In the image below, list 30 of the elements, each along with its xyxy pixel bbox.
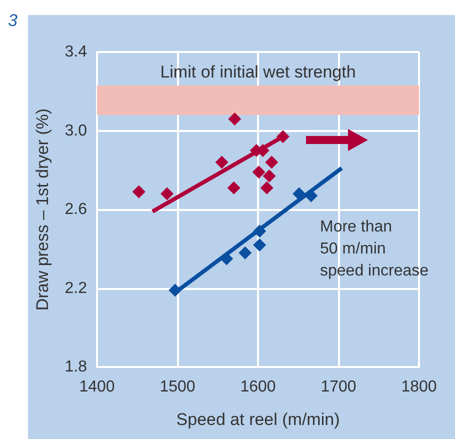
- point: [160, 187, 174, 200]
- band-label: Limit of initial wet strength: [160, 62, 356, 82]
- x-tick-label: 1700: [320, 378, 356, 396]
- point: [262, 170, 276, 183]
- point: [227, 181, 240, 194]
- point: [292, 187, 306, 200]
- y-tick-label: 1.8: [64, 358, 88, 376]
- annotation: More than 50 m/min speed increase: [320, 218, 429, 280]
- point: [168, 284, 182, 297]
- x-axis-title: Speed at reel (m/min): [176, 410, 340, 429]
- point: [265, 156, 278, 169]
- point: [253, 238, 266, 252]
- x-tick-label: 1400: [79, 378, 115, 396]
- point: [238, 246, 252, 260]
- x-tick-label: 1500: [160, 378, 196, 396]
- y-axis-title: Draw press – 1st dryer (%): [33, 108, 52, 311]
- point: [132, 185, 146, 198]
- point: [276, 130, 290, 144]
- y-tick-label: 2.2: [64, 280, 88, 297]
- y-tick-label: 3.4: [64, 44, 88, 60]
- x-tick-label: 1600: [240, 378, 276, 396]
- y-tick-label: 3.0: [64, 122, 88, 140]
- point: [253, 224, 266, 238]
- y-tick-label: 2.6: [64, 201, 88, 218]
- point: [228, 112, 242, 126]
- point: [215, 156, 228, 169]
- x-tick-label: 1800: [401, 378, 437, 396]
- text: 3: [8, 11, 18, 30]
- point: [260, 181, 274, 194]
- point: [252, 166, 266, 179]
